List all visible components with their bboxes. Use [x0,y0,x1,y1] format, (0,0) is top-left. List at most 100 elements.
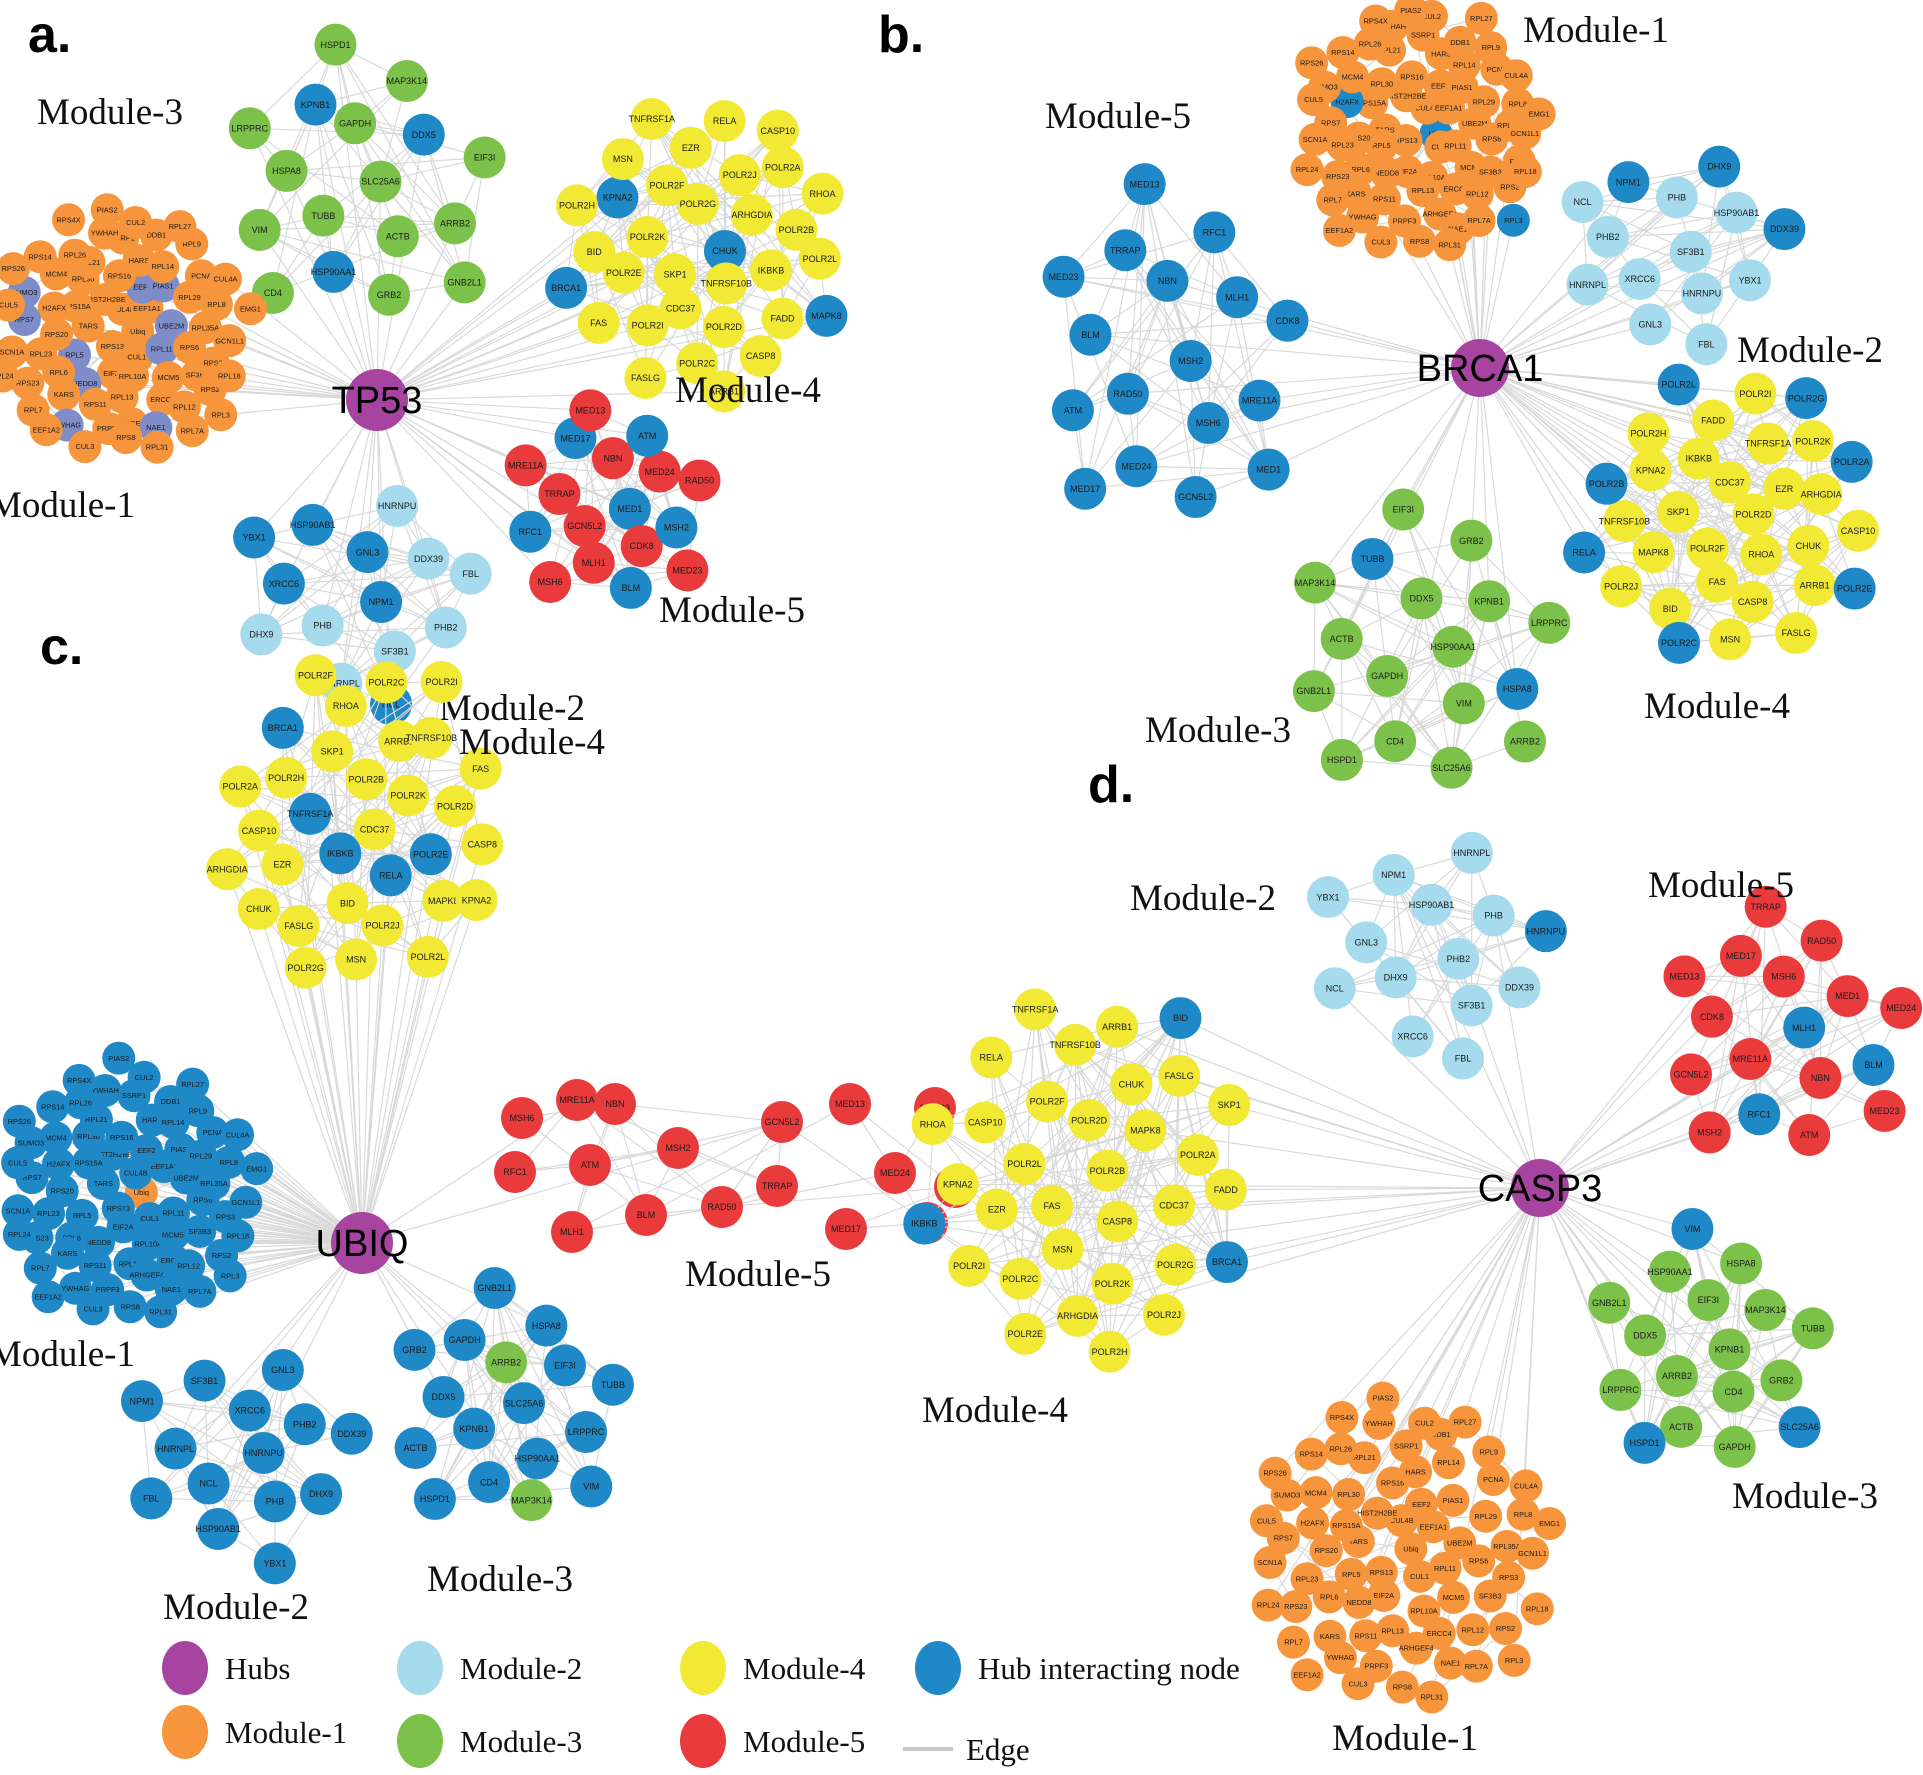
gene-label: FASLG [631,373,660,383]
edge [253,536,447,628]
edge [217,1423,306,1530]
edge [1716,397,1807,583]
edge [1750,1007,1902,1060]
gene-label: POLR2E [413,849,449,859]
gene-node [556,184,599,227]
gene-label: HSP90AA1 [311,267,357,277]
gene-label: POLR2I [953,1261,985,1271]
gene-node [570,1465,613,1508]
gene-label: MED24 [1886,1003,1916,1013]
gene-label: RPS15A [1332,1521,1360,1530]
gene-label: PRPF3 [1393,216,1417,225]
gene-label: POLR2E [1837,584,1873,594]
edge [259,222,456,231]
gene-node [1692,399,1735,442]
gene-node [1395,60,1429,94]
gene-label: RPS20 [50,1186,73,1195]
gene-node [1431,1446,1465,1480]
gene-label: MCM4 [45,1133,67,1142]
gene-label: KARS [1346,189,1366,198]
edge [415,1431,587,1449]
panel-letter: b. [878,6,924,64]
edge [1393,874,1414,1037]
edge [1063,276,1137,467]
hub-node [331,1212,393,1274]
nodes-layer: MSH2 RAD50 NBN MSH6 BLM MLH1 MED24 TRRAP MRE11A A… [1042,0,1880,789]
gene-label: PCNA [1487,65,1508,74]
hub-edge [361,854,432,1244]
gene-node [676,342,719,385]
gene-node [1003,1142,1046,1185]
legend-swatch-module-3 [397,1714,443,1768]
gene-node [183,1274,217,1308]
edge [488,1287,496,1483]
gene-label: MRE11A [508,460,543,470]
edge [1644,1348,1730,1444]
gene-label: GRB2 [402,1345,427,1355]
gene-node [538,473,581,516]
gene-label: BLM [637,1210,656,1220]
edge [1314,582,1396,742]
gene-node [1669,230,1712,273]
gene-node [1410,883,1453,926]
gene-label: RPL31 [149,1307,172,1316]
gene-label: BID [1663,604,1679,614]
gene-label: RELA [1572,548,1596,558]
edge [984,1017,1181,1123]
gene-label: GCN5L2 [1674,1070,1709,1080]
gene-node [1322,213,1356,247]
gene-node [1143,1293,1186,1336]
gene-label: HSPA8 [1503,684,1532,694]
gene-node [175,414,209,448]
gene-label: HIST2H2BE [1357,1509,1397,1518]
gene-label: GRB2 [377,290,402,300]
gene-node [1374,720,1417,763]
gene-node [1342,1585,1376,1619]
gene-node [1698,145,1741,188]
gene-label: ACTB [386,231,410,241]
gene-label: TUBB [1801,1324,1825,1334]
gene-label: RPL6 [1351,165,1370,174]
gene-node [1,1194,35,1228]
gene-label: SF3B3 [1479,168,1502,177]
edge [1701,166,1720,294]
gene-node [666,549,709,592]
gene-label: PIAS2 [108,1054,129,1063]
gene-node [503,1382,546,1425]
gene-node [543,1344,586,1387]
gene-node [1450,519,1493,562]
hub-edge [376,157,486,401]
gene-label: GCN1L1 [1518,1549,1547,1558]
gene-node [1468,580,1511,623]
gene-label: KPNB1 [1474,596,1504,606]
gene-label: BLM [1081,330,1100,340]
gene-node [970,1036,1013,1079]
nodes-layer: CDC37 IKBKB POLR2B RELA TNFRSF1A POLR2K BID SKP… [1,654,976,1585]
edge [1107,1104,1230,1172]
edge [1207,232,1215,424]
gene-label: POLR2I [632,321,664,331]
gene-label: MED1 [617,504,642,514]
gene-node [238,208,281,251]
edge [434,1325,547,1500]
gene-label: YWHAG [1349,213,1377,222]
edge [1711,995,1848,1018]
gene-node [1249,1504,1283,1538]
gene-node [1408,1406,1442,1440]
gene-node [144,1295,178,1329]
hub-edge [1493,915,1541,1189]
gene-label: SSRP1 [122,1091,146,1100]
gene-label: GNL3 [356,547,380,557]
gene-node [1341,1667,1375,1701]
edge [340,552,369,684]
gene-label: UBE2M [159,321,184,330]
gene-node [1115,445,1158,488]
gene-node [1104,229,1147,272]
gene-label: RPS6 [1482,135,1501,144]
edge [443,1396,532,1501]
edge [1690,940,1822,1075]
gene-label: ARRB1 [709,387,739,397]
gene-node [1294,1437,1328,1471]
gene-label: RPL11 [162,1209,184,1218]
gene-node [1599,1368,1642,1411]
